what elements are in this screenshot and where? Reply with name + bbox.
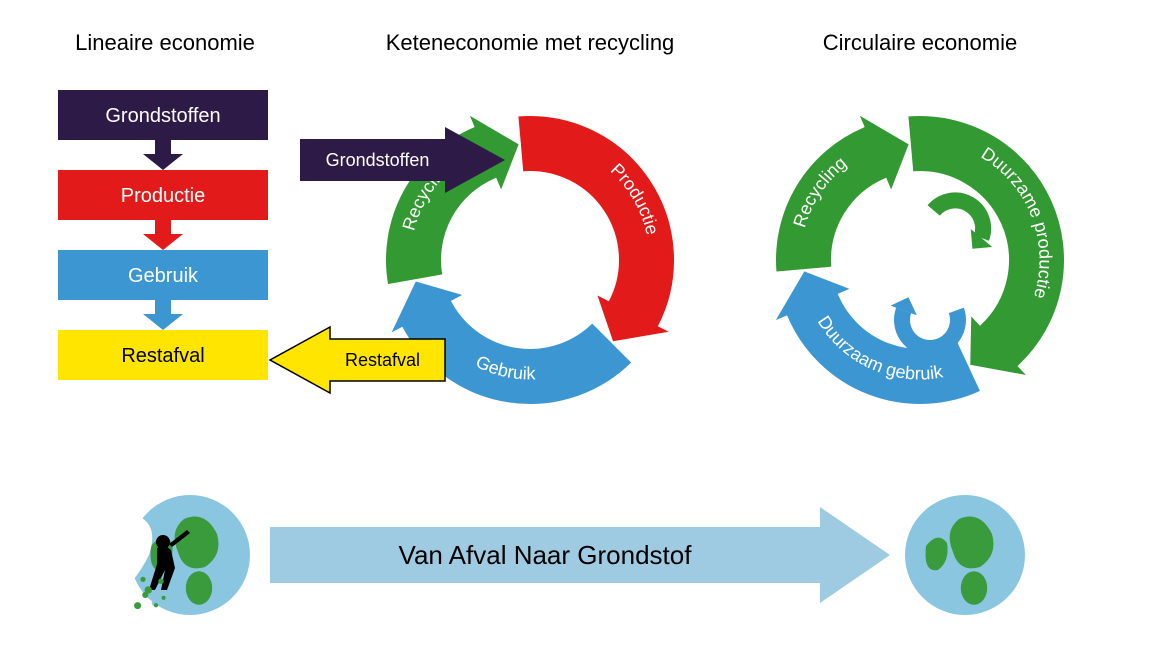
- economy-infographic: Lineaire economie Keteneconomie met recyc…: [0, 0, 1150, 650]
- heading-chain: Keteneconomie met recycling: [386, 30, 675, 55]
- linear-arrow-0: [143, 140, 183, 170]
- circ-inner-arc-1: [902, 310, 958, 348]
- chain-outflow-label: Restafval: [345, 350, 420, 370]
- chain-inflow-label: Grondstoffen: [326, 150, 430, 170]
- linear-box-label-1: Productie: [121, 185, 206, 207]
- circ-seg-2: [775, 113, 910, 272]
- globe-broken-icon: [86, 495, 250, 615]
- linear-box-label-0: Grondstoffen: [105, 105, 220, 127]
- linear-box-label-2: Gebruik: [128, 265, 199, 287]
- bottom-label: Van Afval Naar Grondstof: [399, 540, 693, 570]
- circ-inner-arc-0: [934, 200, 983, 238]
- linear-arrow-1: [143, 220, 183, 250]
- heading-circular: Circulaire economie: [823, 30, 1017, 55]
- globe-whole-icon: [905, 495, 1025, 615]
- heading-linear: Lineaire economie: [75, 30, 255, 55]
- linear-arrow-2: [143, 300, 183, 330]
- linear-box-label-3: Restafval: [121, 345, 204, 367]
